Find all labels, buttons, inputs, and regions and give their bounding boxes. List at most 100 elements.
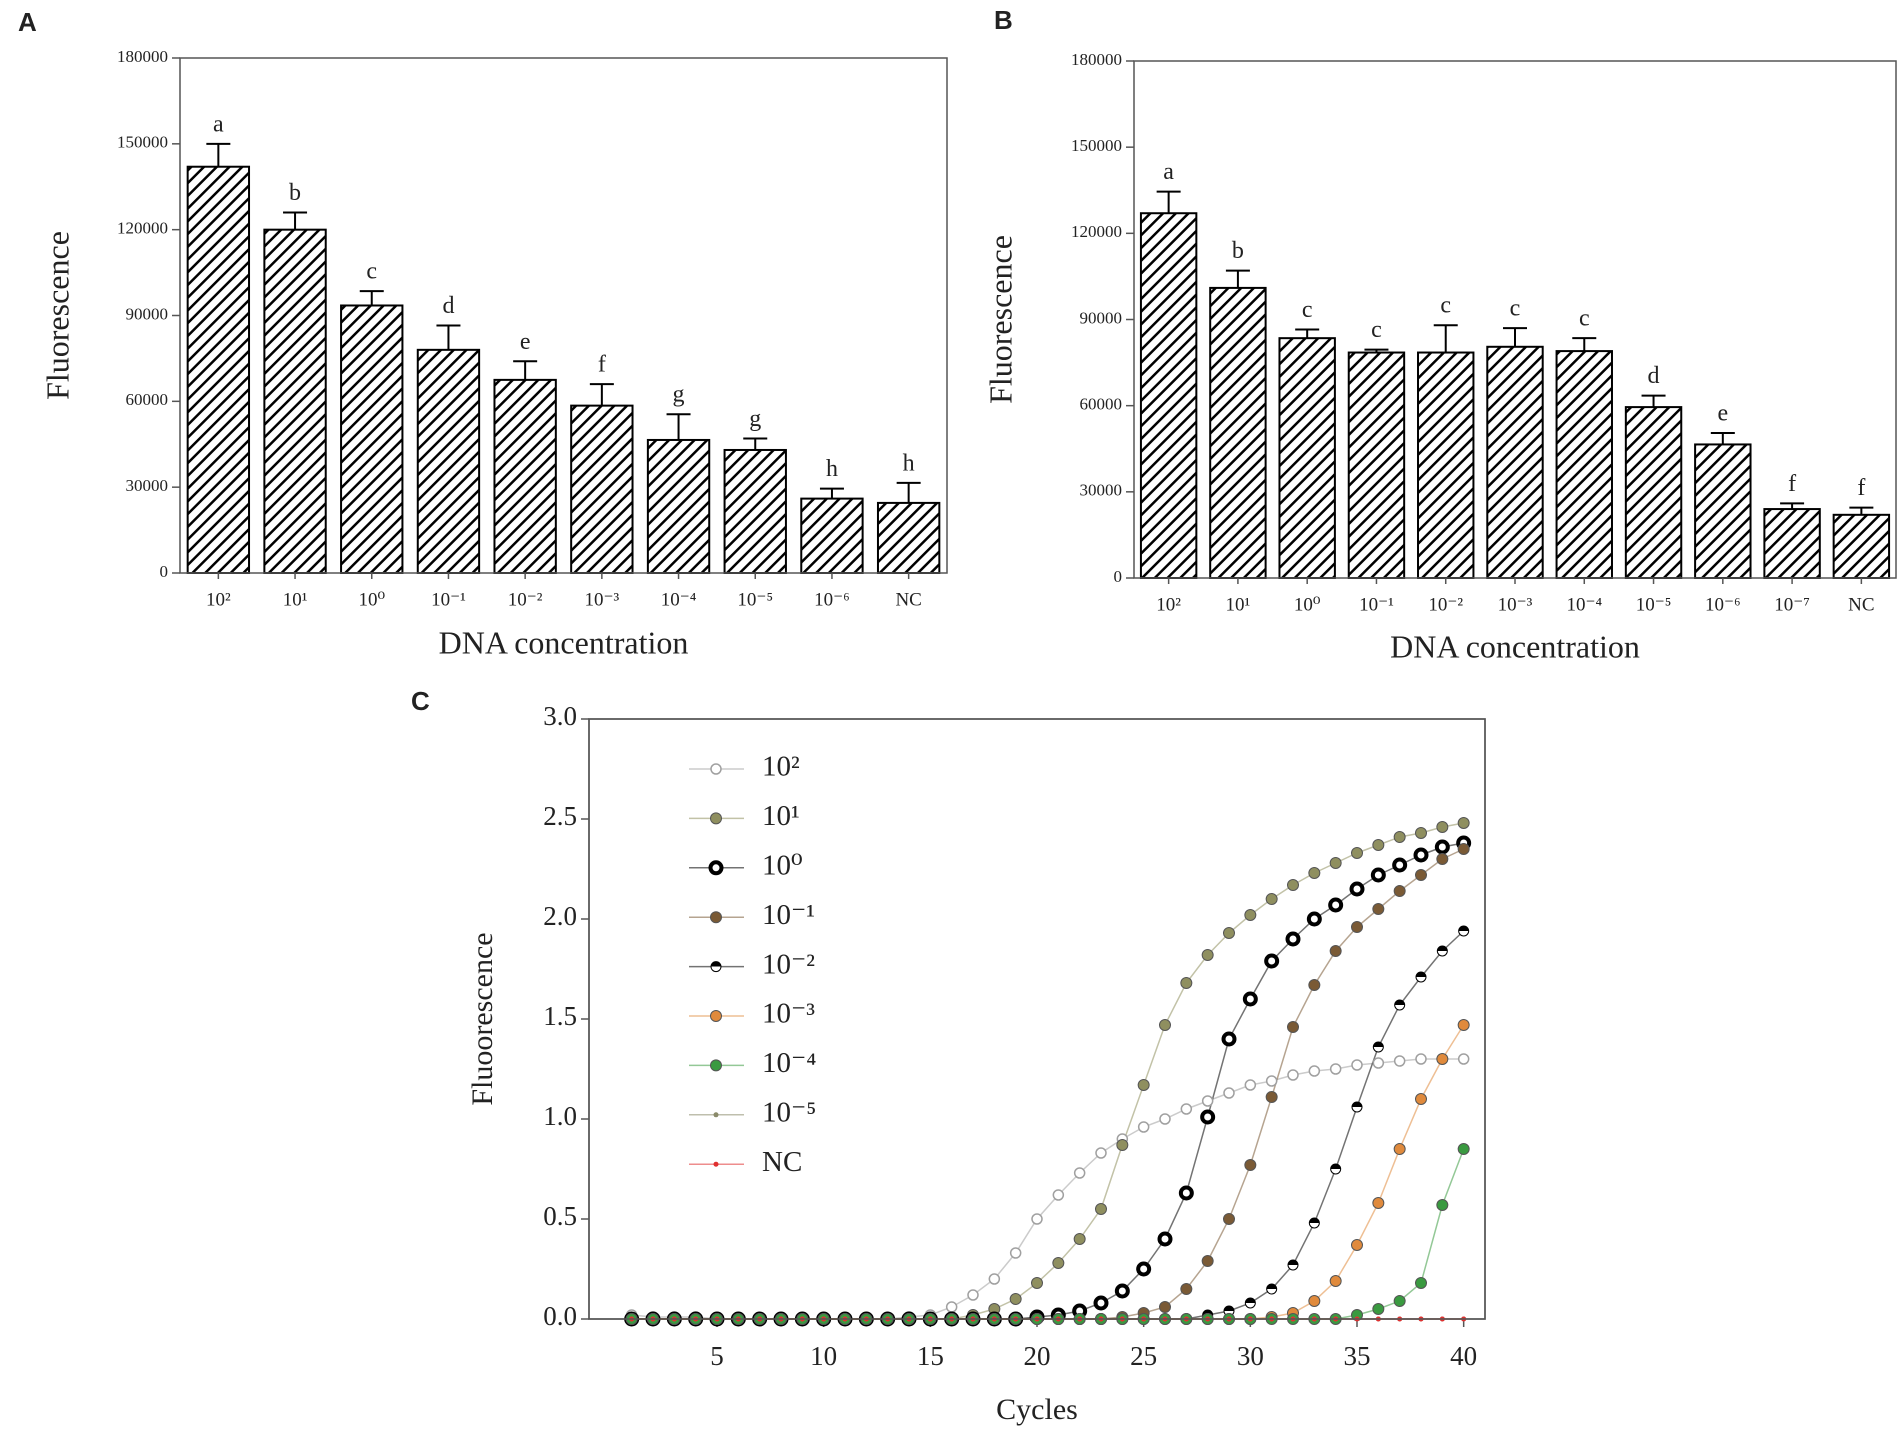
marker [1265,893,1278,905]
marker [713,1161,719,1167]
x-tick-label: 25 [1130,1341,1157,1371]
y-tick-label: 60000 [126,390,169,409]
legend-item: 10¹ [689,800,800,832]
y-tick-label: 0 [160,562,169,581]
bar [876,501,941,574]
marker [1159,1019,1171,1031]
marker [1095,1147,1107,1159]
y-tick-label: 30000 [126,476,169,495]
marker [1287,1069,1299,1081]
marker [1372,1057,1385,1069]
x-axis-label: DNA concentration [1390,628,1640,664]
significance-letter: f [1857,475,1865,501]
marker [1351,1101,1363,1113]
marker [1009,1293,1022,1305]
error-bar [1156,190,1181,214]
x-tick-label: 30 [1237,1341,1264,1371]
marker [1457,1019,1470,1031]
significance-letter: c [1510,296,1521,322]
marker [710,763,722,775]
marker [1201,949,1214,961]
panel-label: B [994,5,1013,35]
marker [710,812,722,825]
marker [1306,911,1322,927]
marker [1329,945,1342,957]
x-tick-label: 10⁻⁶ [814,589,850,610]
marker [1201,1095,1214,1107]
bar [1486,345,1544,579]
y-tick-label: 0.5 [543,1201,577,1231]
y-tick-label: 1.5 [543,1001,577,1031]
error-bar [206,142,231,167]
marker [1093,1295,1109,1311]
significance-letter: e [1717,400,1728,426]
x-tick-label: 10² [1156,594,1181,615]
x-tick-label: 10⁻¹ [1359,594,1394,615]
significance-letter: c [1371,317,1382,343]
x-tick-label: 10² [206,589,231,610]
marker [1201,1255,1214,1267]
error-bar [1849,506,1874,515]
marker [1370,867,1386,883]
legend-label: 10⁻² [762,948,815,980]
x-axis-label: DNA concentration [439,624,689,660]
bar [800,497,864,574]
bar [1417,351,1475,579]
significance-letter: c [1302,297,1313,323]
marker [1436,1053,1449,1065]
marker [1393,1143,1406,1155]
x-tick-label: 10⁻⁴ [1566,594,1602,615]
panel-label: C [411,686,430,716]
error-bar [1710,431,1735,445]
series-line [631,848,1464,1320]
error-bar [513,360,538,380]
marker [1329,1063,1342,1075]
legend-item: 10⁻⁵ [689,1096,816,1128]
x-tick-label: 10⁻³ [584,589,619,610]
significance-letter: c [1579,306,1590,332]
bar [1832,513,1891,579]
marker [1372,903,1385,915]
marker [710,911,722,924]
marker [1095,1203,1107,1215]
legend-label: 10¹ [762,800,800,832]
x-tick-label: 15 [917,1341,944,1371]
marker [1287,1259,1299,1271]
marker [1351,847,1363,859]
marker [1413,847,1429,863]
x-tick-label: 10⁻² [508,589,543,610]
marker [1329,857,1342,869]
marker [1052,1189,1065,1201]
series-line [631,930,1465,1320]
bar [186,165,251,574]
marker [1349,881,1365,897]
y-tick-label: 30000 [1080,481,1123,500]
y-tick-label: 2.5 [543,801,577,831]
y-tick-label: 150000 [1071,136,1122,155]
marker [1372,1041,1384,1053]
marker [1244,1079,1257,1091]
bar [1347,351,1406,579]
legend-label: 10² [762,751,800,783]
bar [1209,286,1267,579]
marker [1244,909,1257,921]
series-line [631,842,1464,1320]
marker [1436,853,1449,865]
marker [1180,1103,1193,1115]
marker [1052,1257,1065,1269]
x-tick-label: 10⁻⁴ [661,589,697,610]
legend-label: 10⁻¹ [762,899,815,931]
significance-letter: h [826,456,838,482]
y-tick-label: 120000 [117,219,168,238]
marker [710,1059,722,1072]
marker [1308,979,1321,991]
bar [1139,212,1198,579]
marker [1457,1053,1470,1065]
significance-letter: g [749,406,761,432]
marker [1223,1087,1235,1099]
marker [1308,1295,1321,1307]
marker [1351,921,1363,933]
marker [1308,1217,1320,1229]
significance-letter: a [213,111,224,137]
marker [1114,1283,1130,1299]
